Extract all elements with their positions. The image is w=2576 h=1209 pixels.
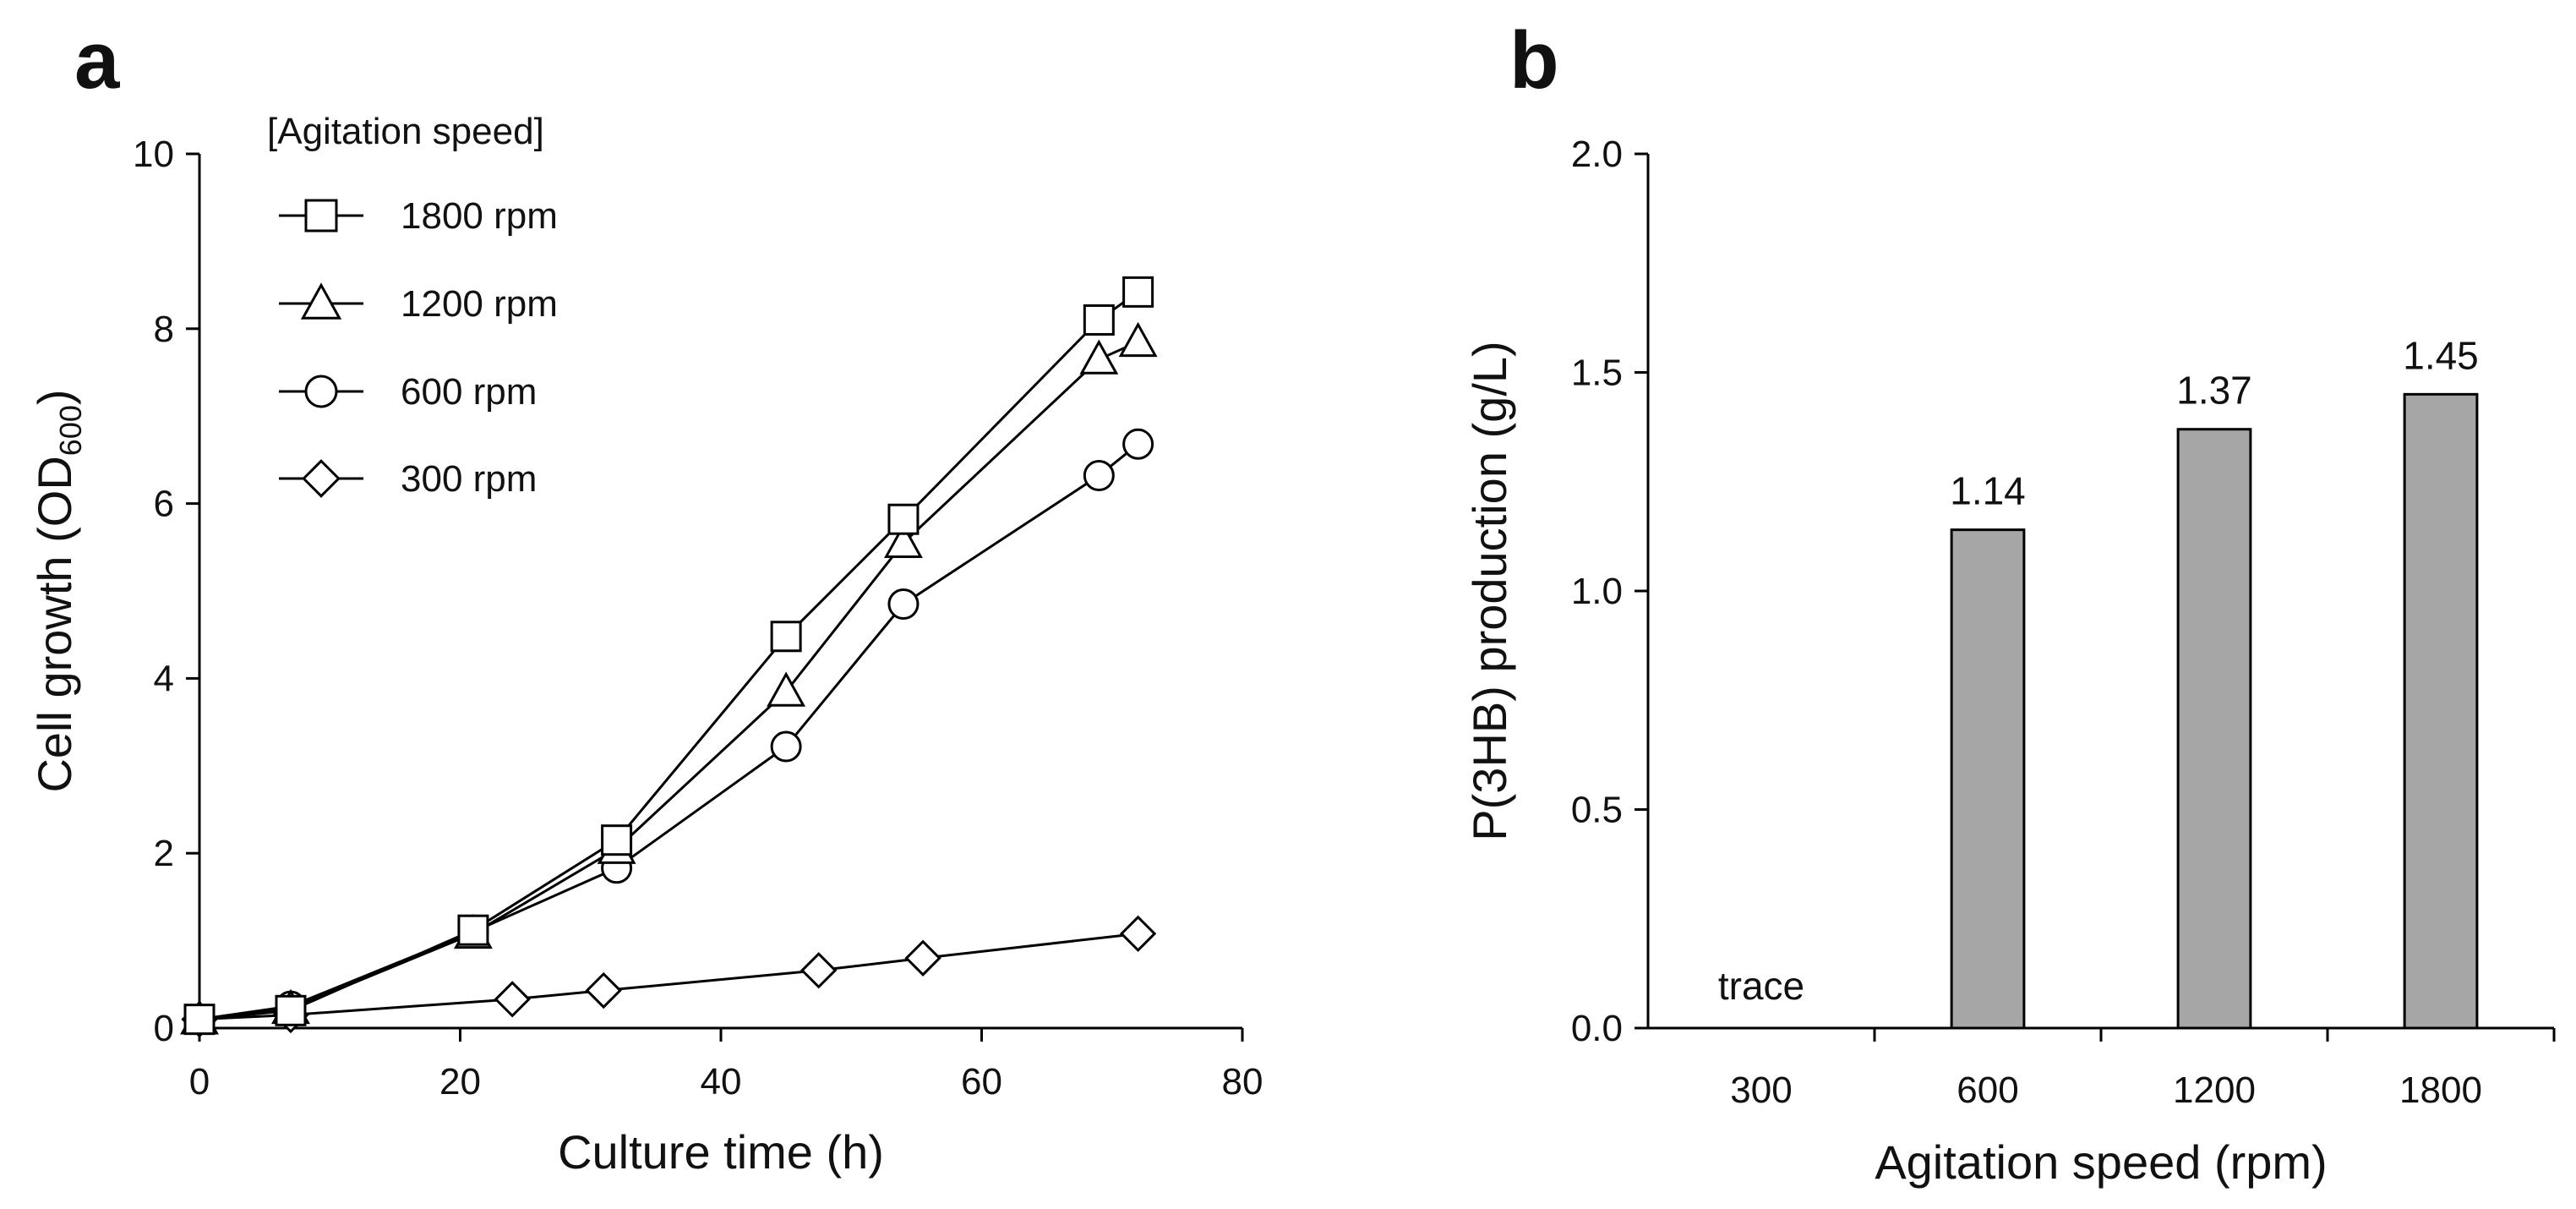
y-tick-label: 0.0 [1571,1008,1623,1049]
y-tick-label: 8 [154,309,174,350]
legend-label: 1200 rpm [401,283,558,325]
data-point-300-rpm [494,981,531,1018]
data-point-300-rpm [585,971,622,1009]
legend-marker-1800-rpm [304,199,338,232]
bar-600-rpm [1950,528,2026,1030]
legend-item-600-rpm: 600 rpm [279,371,537,413]
series-1200-rpm [180,321,1158,1035]
data-point-300-rpm [800,952,838,989]
panel-a-chart: a 0 2 4 6 8 10 0 20 40 60 80 Culture time (h) Cell… [28,15,1263,1179]
bar-value-label: 1.14 [1950,469,2026,513]
series-line-1200-rpm [199,340,1139,1021]
panel-b-x-label: Agitation speed (rpm) [1875,1135,2327,1189]
legend: 1800 rpm 1200 rpm 600 rpm 300 rpm [279,195,558,500]
y-tick-label: 4 [154,658,174,699]
data-point-1200-rpm [1118,321,1158,358]
y-tick-label: 0.5 [1571,790,1623,831]
x-tick-label: 60 [961,1061,1002,1102]
y-tick-label: 6 [154,484,174,525]
bar-1200-rpm [2176,428,2252,1030]
bar-1800-rpm [2403,392,2479,1030]
legend-title: [Agitation speed] [267,111,544,152]
data-point-300-rpm [1119,915,1157,952]
panel-a-y-label: Cell growth (OD600) [28,389,88,792]
legend-marker-1200-rpm [300,282,342,320]
bar-value-label: trace [1718,964,1804,1008]
series-1800-rpm [183,276,1154,1036]
y-tick-label: 2 [154,833,174,874]
data-point-1200-rpm [767,671,806,707]
x-tick-label: 1800 [2399,1070,2482,1111]
series-line-300-rpm [199,932,1138,1021]
legend-item-300-rpm: 300 rpm [279,458,537,500]
panel-b-chart: b 0.0 0.5 1.0 1.5 2.0 300 600 1200 1800 trace 1.1… [1463,15,2556,1189]
x-tick-label: 0 [189,1061,210,1102]
panel-a-label: a [74,15,120,106]
data-point-1800-rpm [601,824,633,856]
x-tick-label: 600 [1957,1070,2018,1111]
y-tick-label: 1.0 [1571,571,1623,612]
x-tick-label: 20 [439,1061,481,1102]
legend-item-1200-rpm: 1200 rpm [279,282,558,325]
data-point-1800-rpm [457,914,489,946]
panel-a-x-label: Culture time (h) [558,1125,884,1179]
data-point-600-rpm [770,730,802,763]
x-tick-label: 300 [1730,1070,1792,1111]
data-point-1200-rpm [1079,339,1119,375]
data-point-600-rpm [887,588,920,621]
y-tick-label: 0 [154,1008,174,1049]
y-tick-label: 1.5 [1571,353,1623,394]
legend-marker-600-rpm [304,375,338,408]
data-point-1800-rpm [1083,304,1115,336]
series-300-rpm [181,915,1157,1038]
data-point-1800-rpm [1122,276,1154,308]
legend-label: 300 rpm [401,458,537,500]
panel-b-y-label: P(3HB) production (g/L) [1463,341,1516,840]
data-point-1200-rpm [884,522,923,558]
x-tick-label: 40 [701,1061,742,1102]
legend-item-1800-rpm: 1800 rpm [279,195,558,237]
bar-value-label: 1.45 [2403,333,2479,377]
panel-a-y-label-subscript: 600 [53,405,88,456]
y-tick-label: 10 [133,134,174,175]
legend-label: 1800 rpm [401,195,558,237]
panel-a-y-label-close: ) [28,389,81,405]
data-point-1800-rpm [183,1004,216,1036]
series-600-rpm [183,428,1154,1036]
x-tick-label: 1200 [2173,1070,2256,1111]
y-tick-label: 2.0 [1571,134,1623,175]
bar-value-label: 1.37 [2176,369,2252,413]
series-line-600-rpm [199,443,1139,1021]
data-point-1800-rpm [770,621,802,653]
data-point-600-rpm [1083,460,1115,492]
panel-a-y-label-main: Cell growth (OD [28,456,81,792]
panel-b-label: b [1509,15,1559,106]
data-point-1800-rpm [887,503,920,535]
legend-label: 600 rpm [401,371,537,413]
data-point-600-rpm [1122,428,1154,460]
data-point-1800-rpm [275,994,307,1026]
series-line-1800-rpm [199,291,1139,1021]
legend-marker-300-rpm [302,459,341,498]
x-tick-label: 80 [1222,1061,1263,1102]
data-point-300-rpm [904,939,941,976]
